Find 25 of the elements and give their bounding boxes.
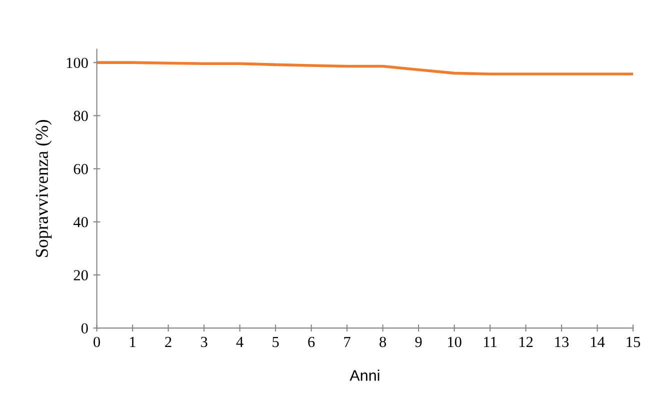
x-tick-label: 9: [415, 336, 422, 348]
line-series: [96, 61, 634, 76]
x-tick-label: 13: [555, 336, 569, 348]
x-tick-label: 5: [272, 336, 279, 348]
x-tick-label: 6: [308, 336, 315, 348]
x-tick-label: 10: [448, 336, 462, 348]
x-tick-label: 14: [591, 336, 605, 347]
x-tick-label: 1: [130, 336, 136, 347]
x-tick-label: 15: [626, 336, 640, 348]
y-tick-label: 20: [74, 270, 88, 280]
y-tick-label: 80: [74, 110, 88, 122]
y-axis-title: Sopravvivenza (%): [35, 120, 52, 257]
x-tick-label: 8: [380, 336, 386, 348]
y-tick-label: 60: [74, 164, 88, 174]
x-tick-label: 4: [236, 336, 244, 347]
x-tick-label: 3: [200, 336, 208, 348]
y-tick-label: 40: [73, 216, 88, 228]
x-tick-label: 0: [94, 336, 100, 348]
x-tick-label: 7: [344, 336, 350, 347]
x-tick-label: 11: [484, 336, 496, 347]
y-tick-label: 0: [81, 323, 88, 334]
x-tick-label: 12: [520, 336, 533, 347]
y-tick-label: 100: [66, 58, 88, 68]
x-axis-title: Anni: [350, 370, 380, 381]
x-tick-label: 2: [165, 336, 172, 347]
